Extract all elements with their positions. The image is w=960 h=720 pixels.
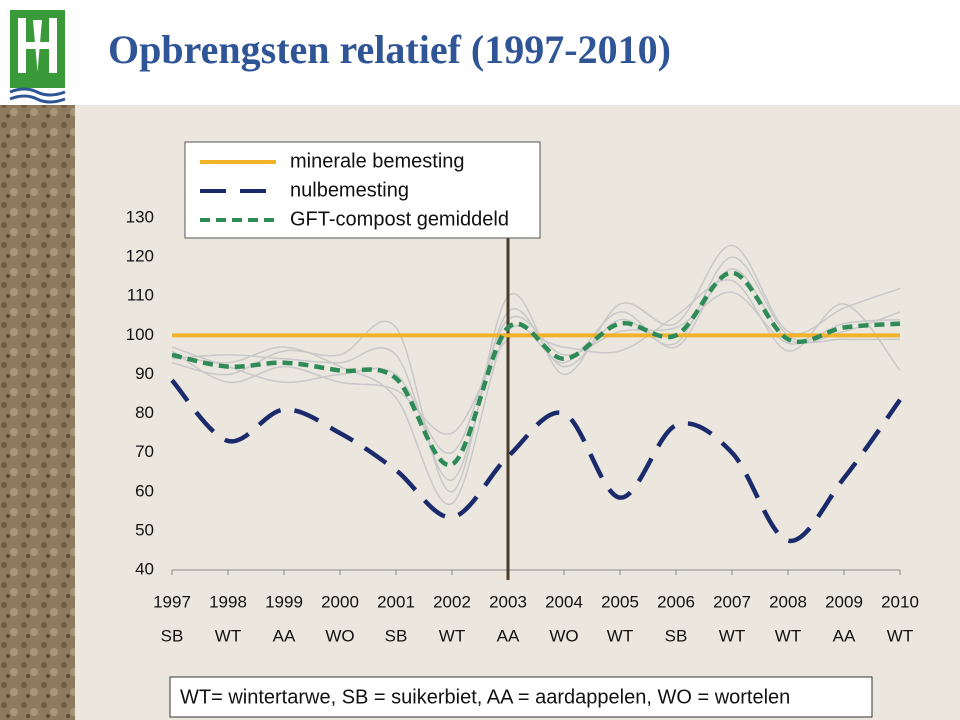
y-tick-label: 60 (135, 481, 154, 500)
x-tick-label: 2006 (657, 592, 695, 611)
x-tick-label: 2008 (769, 592, 807, 611)
crop-label: WT (719, 626, 745, 645)
individual-line (171, 256, 901, 481)
x-tick-label: 2001 (377, 592, 415, 611)
x-tick-label: 2004 (545, 592, 583, 611)
footnote-box (169, 676, 873, 718)
crop-label: WT (215, 626, 241, 645)
crop-label: WT (887, 626, 913, 645)
crop-label: SB (161, 626, 184, 645)
crop-label: WO (549, 626, 578, 645)
legend-label: GFT-compost gemiddeld (290, 208, 509, 230)
crop-label: AA (497, 626, 520, 645)
y-tick-label: 40 (135, 559, 154, 578)
crop-label: WT (607, 626, 633, 645)
y-tick-label: 80 (135, 403, 154, 422)
header-bg (0, 0, 960, 105)
individual-line (171, 244, 901, 493)
y-tick-label: 120 (126, 247, 154, 266)
y-tick-label: 110 (127, 286, 154, 305)
crop-label: AA (833, 626, 856, 645)
crop-label: SB (385, 626, 408, 645)
y-tick-label: 100 (126, 325, 154, 344)
x-tick-label: 2010 (881, 592, 919, 611)
x-tick-label: 2002 (433, 592, 471, 611)
x-tick-label: 1999 (265, 592, 303, 611)
x-tick-label: 2000 (321, 592, 359, 611)
crop-label: WT (775, 626, 801, 645)
series-line (171, 270, 901, 468)
logo (9, 10, 66, 104)
crop-label: AA (273, 626, 296, 645)
crop-label: WO (325, 626, 354, 645)
y-tick-label: 70 (135, 442, 154, 461)
legend-label: minerale bemesting (290, 150, 465, 172)
crop-label: SB (665, 626, 688, 645)
x-tick-label: 1997 (153, 592, 191, 611)
x-tick-label: 2005 (601, 592, 639, 611)
y-tick-label: 130 (126, 207, 154, 226)
legend-label: nulbemesting (290, 179, 409, 201)
series-line (170, 378, 902, 543)
slide-title: Opbrengsten relatief (1997-2010) (108, 27, 671, 72)
crop-label: WT (439, 626, 465, 645)
y-tick-label: 50 (135, 520, 154, 539)
x-tick-label: 1998 (209, 592, 247, 611)
y-tick-label: 90 (135, 364, 154, 383)
x-tick-label: 2009 (825, 592, 863, 611)
legend: minerale bemesting nulbemesting GFT-compos… (184, 141, 541, 239)
x-tick-label: 2007 (713, 592, 751, 611)
footnote: WT= wintertarwe, SB = suikerbiet, AA = a… (180, 686, 790, 708)
x-tick-label: 2003 (489, 592, 527, 611)
soil-strip (0, 105, 75, 720)
